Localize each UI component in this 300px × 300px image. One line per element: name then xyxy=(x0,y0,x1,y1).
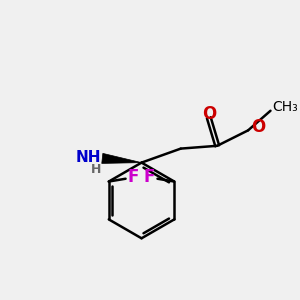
Text: H: H xyxy=(91,163,101,176)
Text: O: O xyxy=(251,118,266,136)
Text: F: F xyxy=(144,168,155,186)
Polygon shape xyxy=(102,153,142,164)
Text: F: F xyxy=(128,168,139,186)
Text: O: O xyxy=(202,105,216,123)
Text: NH: NH xyxy=(75,149,101,164)
Text: CH₃: CH₃ xyxy=(272,100,298,114)
